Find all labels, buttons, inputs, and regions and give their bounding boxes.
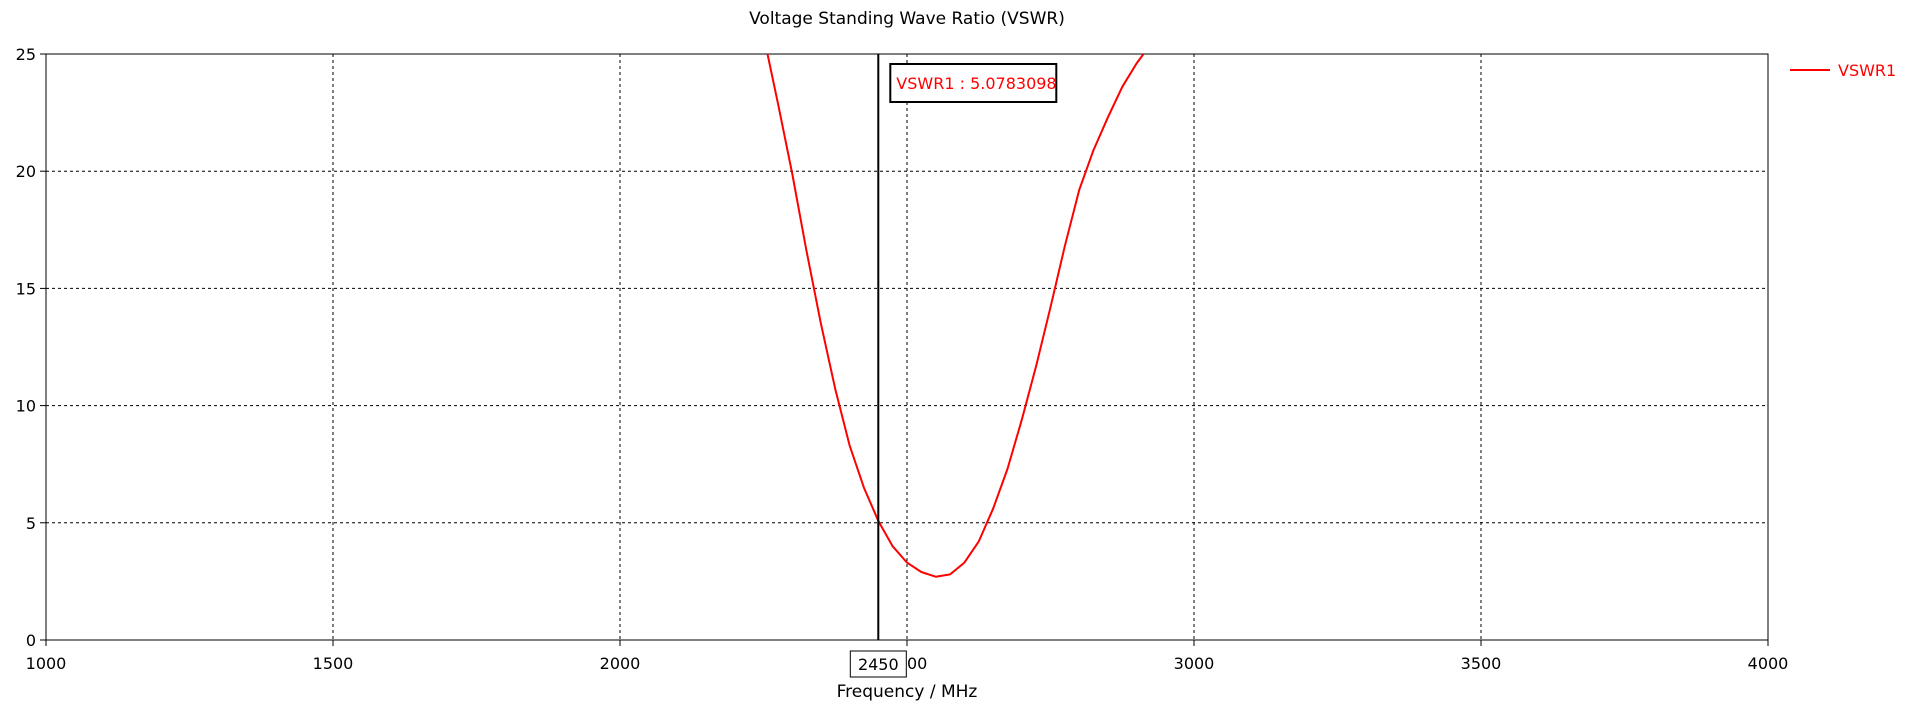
legend-label: VSWR1 [1838,61,1896,80]
y-tick-label: 25 [16,45,36,64]
x-tick-label: 4000 [1748,654,1789,673]
x-tick-label: 3000 [1174,654,1215,673]
x-axis-label: Frequency / MHz [837,682,978,702]
x-tick-label: 1000 [26,654,67,673]
chart-title: Voltage Standing Wave Ratio (VSWR) [749,9,1065,29]
y-tick-label: 0 [26,631,36,650]
y-tick-label: 5 [26,514,36,533]
y-tick-label: 20 [16,162,36,181]
series-line-vswr1 [766,54,1145,578]
marker-value-label: VSWR1 : 5.0783098 [896,74,1056,93]
marker-layer[interactable]: VSWR1 : 5.0783098 2450 [849,54,1058,678]
series-layer [766,54,1145,578]
y-tick-label: 15 [16,279,36,298]
marker-x-box [849,650,907,678]
legend[interactable]: VSWR1 [1790,61,1896,80]
x-tick-label: 1500 [313,654,354,673]
grid-layer [46,54,1768,640]
x-tick-label: 3500 [1461,654,1502,673]
marker-x-label: 2450 [858,655,899,674]
y-tick-label: 10 [16,397,36,416]
x-tick-label: 2000 [600,654,641,673]
marker-value-box [889,63,1058,103]
